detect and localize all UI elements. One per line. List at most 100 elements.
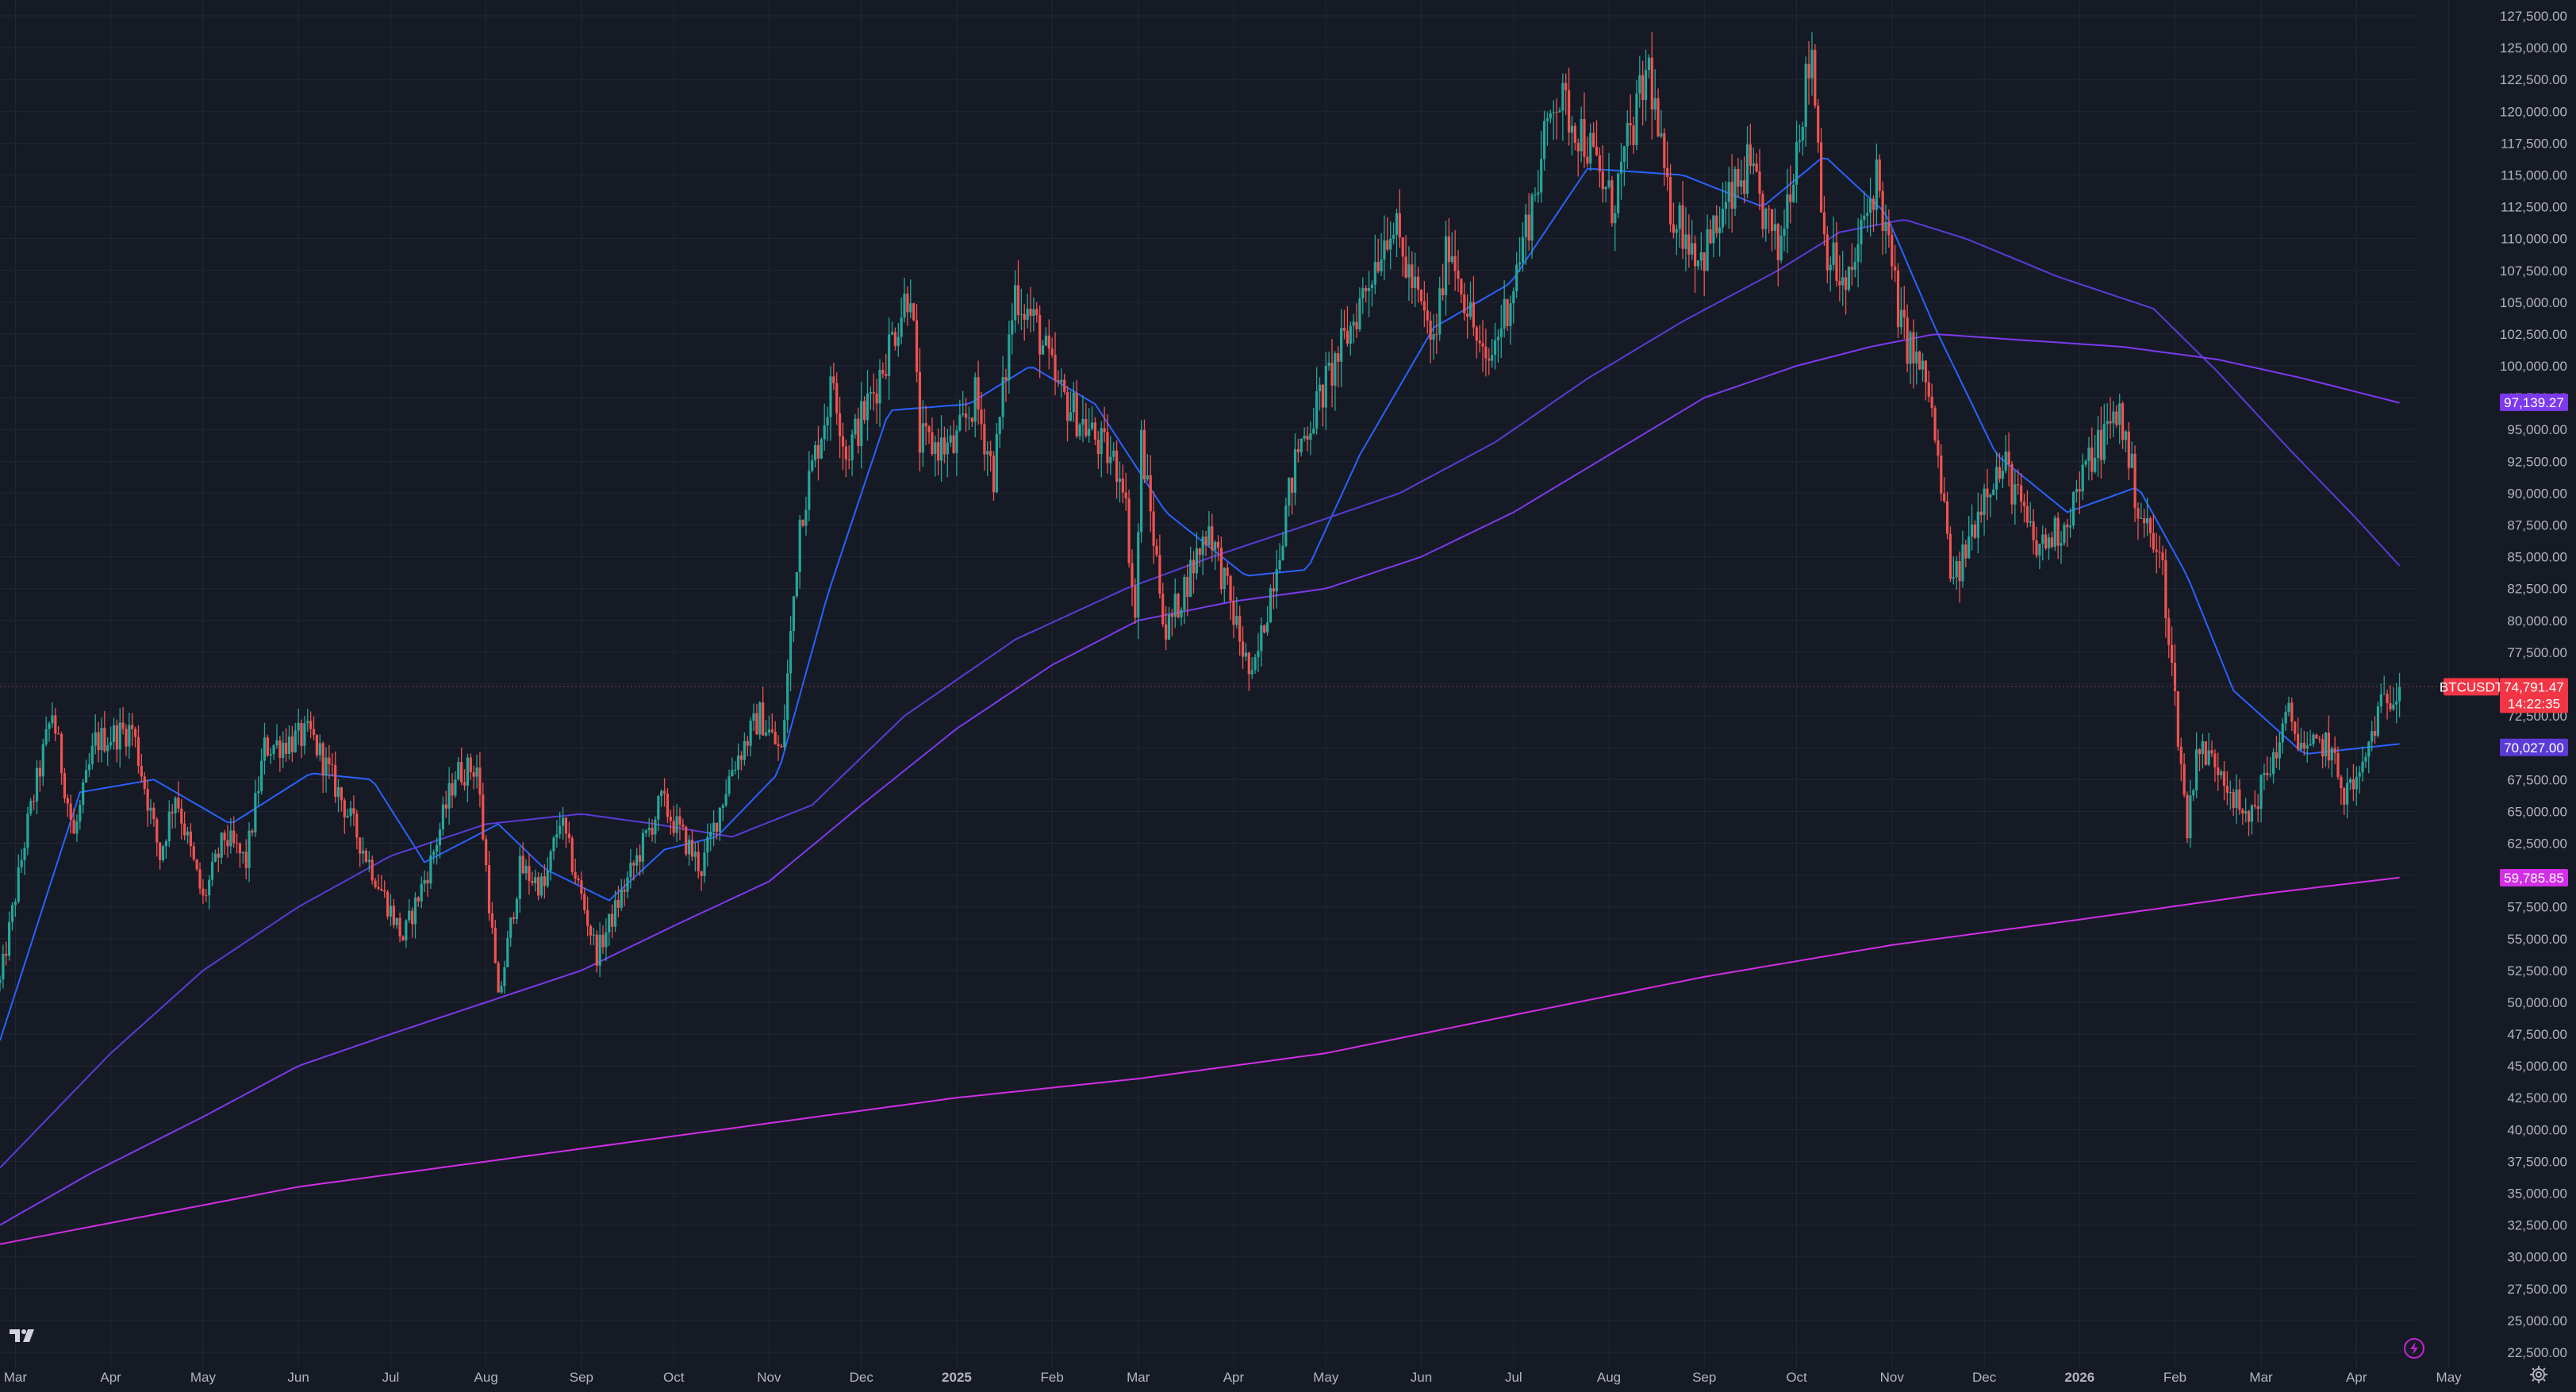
candle[interactable] xyxy=(1737,157,1740,198)
candle[interactable] xyxy=(485,835,488,872)
candle[interactable] xyxy=(2121,401,2125,449)
candle[interactable] xyxy=(229,817,232,854)
candle[interactable] xyxy=(269,748,272,764)
candle[interactable] xyxy=(1093,417,1097,446)
candle[interactable] xyxy=(1327,352,1330,371)
candle[interactable] xyxy=(2287,696,2290,717)
lightning-icon[interactable] xyxy=(2401,1336,2427,1361)
candle[interactable] xyxy=(1161,583,1165,628)
candle[interactable] xyxy=(847,445,850,470)
candle[interactable] xyxy=(743,733,746,766)
candle[interactable] xyxy=(87,752,91,778)
candle[interactable] xyxy=(149,798,152,825)
candle[interactable] xyxy=(826,406,829,441)
candle[interactable] xyxy=(1537,170,1540,203)
candle[interactable] xyxy=(125,724,128,756)
candle[interactable] xyxy=(737,743,740,779)
candle[interactable] xyxy=(1386,217,1389,252)
candle[interactable] xyxy=(411,907,414,938)
candle[interactable] xyxy=(1703,252,1706,297)
candle[interactable] xyxy=(2309,729,2312,747)
candle[interactable] xyxy=(1041,339,1045,355)
candle[interactable] xyxy=(1177,592,1180,619)
candle[interactable] xyxy=(54,708,57,742)
candle[interactable] xyxy=(583,887,586,914)
candle[interactable] xyxy=(2346,767,2349,819)
candle[interactable] xyxy=(574,858,577,884)
candle[interactable] xyxy=(521,842,524,875)
candle[interactable] xyxy=(1352,313,1355,344)
candle[interactable] xyxy=(1346,306,1349,347)
candle[interactable] xyxy=(2,944,5,989)
candle[interactable] xyxy=(51,702,54,729)
candle[interactable] xyxy=(1429,311,1432,363)
candle[interactable] xyxy=(1515,252,1518,298)
candle[interactable] xyxy=(685,825,688,857)
candle[interactable] xyxy=(2038,543,2041,570)
candle[interactable] xyxy=(921,400,924,467)
candle[interactable] xyxy=(1026,294,1029,329)
candle[interactable] xyxy=(1838,255,1841,302)
candle[interactable] xyxy=(472,765,475,790)
candle[interactable] xyxy=(1906,304,1909,373)
candle[interactable] xyxy=(1610,176,1614,227)
candle[interactable] xyxy=(82,779,85,814)
candle[interactable] xyxy=(2124,430,2128,452)
candle[interactable] xyxy=(838,396,842,459)
candle[interactable] xyxy=(885,353,888,379)
candle[interactable] xyxy=(586,896,589,936)
candle[interactable] xyxy=(232,816,236,848)
candle[interactable] xyxy=(657,794,660,832)
candle[interactable] xyxy=(1142,419,1146,483)
candle[interactable] xyxy=(177,781,180,813)
candle[interactable] xyxy=(41,738,44,786)
candle[interactable] xyxy=(2071,490,2075,529)
candle[interactable] xyxy=(1050,337,1054,358)
candle[interactable] xyxy=(1472,276,1475,336)
candle[interactable] xyxy=(869,386,872,410)
candle[interactable] xyxy=(863,396,866,424)
candle[interactable] xyxy=(413,892,417,939)
candle[interactable] xyxy=(1096,431,1100,469)
candle[interactable] xyxy=(835,372,839,425)
candle[interactable] xyxy=(1281,531,1284,561)
candle[interactable] xyxy=(1660,110,1663,139)
candle[interactable] xyxy=(1478,325,1481,352)
candle[interactable] xyxy=(2336,746,2340,780)
candle[interactable] xyxy=(1411,251,1414,304)
candle[interactable] xyxy=(1814,44,1817,109)
candle[interactable] xyxy=(1644,49,1648,121)
candle[interactable] xyxy=(562,806,565,840)
candle[interactable] xyxy=(2361,746,2364,782)
candle[interactable] xyxy=(438,822,442,859)
candle[interactable] xyxy=(1072,382,1075,422)
candle[interactable] xyxy=(924,405,927,445)
candle[interactable] xyxy=(282,731,285,768)
candle[interactable] xyxy=(893,327,896,351)
candle[interactable] xyxy=(1872,195,1875,232)
candle[interactable] xyxy=(890,321,894,336)
candle[interactable] xyxy=(1463,283,1466,321)
candle[interactable] xyxy=(577,875,580,885)
candle[interactable] xyxy=(2348,777,2352,790)
candle[interactable] xyxy=(1484,329,1488,377)
candle[interactable] xyxy=(460,747,463,786)
candle[interactable] xyxy=(1521,221,1525,272)
candle[interactable] xyxy=(909,279,912,319)
candle[interactable] xyxy=(1247,652,1250,691)
candle[interactable] xyxy=(401,935,405,941)
candle[interactable] xyxy=(2084,459,2087,467)
candle[interactable] xyxy=(426,871,429,898)
candle[interactable] xyxy=(1453,229,1457,291)
candle[interactable] xyxy=(509,917,513,947)
candle[interactable] xyxy=(555,819,559,848)
candle[interactable] xyxy=(1008,321,1011,394)
candle[interactable] xyxy=(903,278,906,323)
candle[interactable] xyxy=(2395,683,2398,724)
candle[interactable] xyxy=(429,841,432,890)
candle[interactable] xyxy=(731,757,734,777)
candle[interactable] xyxy=(1419,289,1423,305)
candle[interactable] xyxy=(115,719,118,763)
candle[interactable] xyxy=(2376,701,2380,738)
candle[interactable] xyxy=(1568,67,1571,146)
